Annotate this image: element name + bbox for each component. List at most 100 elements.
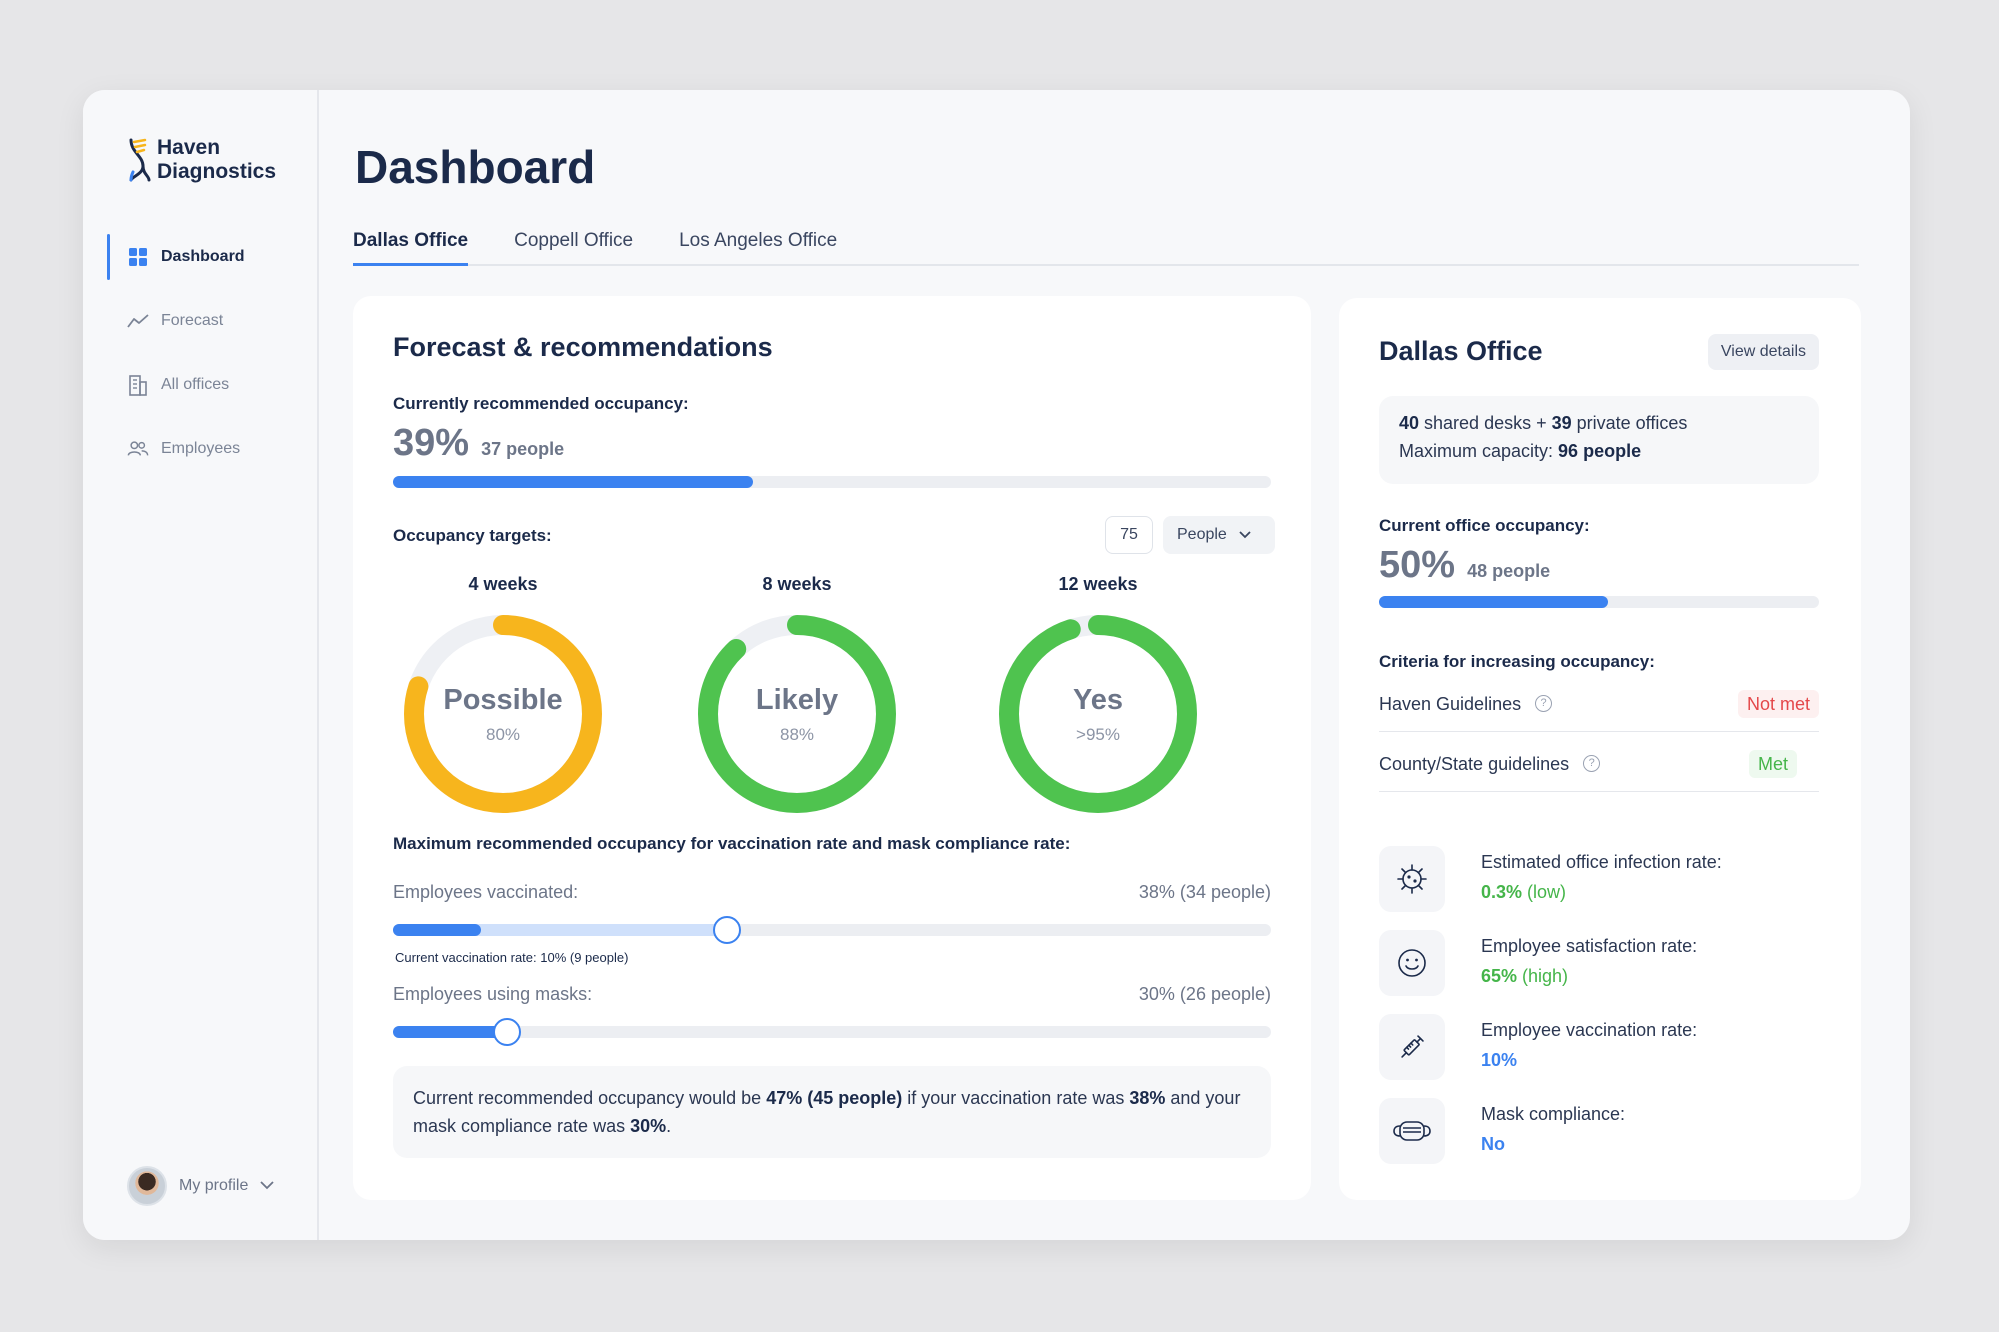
occupancy-pct: 50% — [1379, 544, 1456, 586]
vaccinated-value: 38% (34 people) — [1138, 882, 1271, 902]
donut-pct: >95% — [1076, 724, 1120, 744]
app-window: Haven Diagnostics Dashboard — [83, 90, 1910, 1240]
recommendation-summary: Current recommended occupancy would be 4… — [393, 1066, 1271, 1158]
metric-infection-rate: Estimated office infection rate: 0.3% (l… — [1379, 846, 1839, 912]
current-occupancy-label: Current office occupancy: — [1379, 516, 1590, 535]
current-occupancy-value: 50% 48 people — [1379, 544, 1550, 587]
trend-line-icon — [127, 310, 149, 332]
masks-label: Employees using masks: — [393, 984, 593, 1004]
metric-note: (low) — [1522, 882, 1567, 902]
main-content: Dashboard Dallas Office Coppell Office L… — [353, 90, 1910, 1240]
donut-pct: 88% — [779, 724, 815, 744]
sidebar-item-forecast[interactable]: Forecast — [107, 298, 307, 344]
recommended-progress-fill — [393, 476, 753, 488]
criteria-row-haven: Haven Guidelines? Not met — [1379, 682, 1819, 732]
tab-los-angeles-office[interactable]: Los Angeles Office — [679, 230, 838, 251]
tab-coppell-office[interactable]: Coppell Office — [514, 230, 634, 251]
dna-logo-icon — [129, 138, 151, 182]
mask-icon — [1379, 1098, 1445, 1164]
donut-period: 8 weeks — [762, 574, 832, 594]
help-icon[interactable]: ? — [1535, 695, 1553, 712]
vaccination-rate-caption: Current vaccination rate: 10% (9 people) — [395, 950, 629, 965]
metric-satisfaction-rate: Employee satisfaction rate: 65% (high) — [1379, 930, 1839, 996]
vaccinated-slider-handle[interactable] — [712, 916, 741, 944]
occupancy-targets-label: Occupancy targets: — [393, 526, 552, 545]
sidebar-item-label: Dashboard — [161, 248, 245, 265]
users-icon — [127, 438, 149, 460]
logo[interactable]: Haven Diagnostics — [125, 136, 276, 184]
metric-title: Employee vaccination rate: — [1481, 1020, 1698, 1040]
metric-value: 0.3% — [1481, 882, 1523, 902]
donut-word: Likely — [755, 683, 839, 716]
criteria-row-county-state: County/State guidelines? Met — [1379, 742, 1819, 792]
smiley-icon — [1379, 930, 1445, 996]
masks-value: 30% (26 people) — [1138, 984, 1271, 1004]
sidebar-item-label: Forecast — [161, 312, 224, 329]
avatar — [127, 1166, 167, 1206]
metric-value: 10% — [1481, 1050, 1518, 1070]
office-title: Dallas Office — [1379, 336, 1543, 366]
tab-dallas-office[interactable]: Dallas Office — [353, 230, 469, 266]
masks-slider-handle[interactable] — [493, 1018, 522, 1046]
profile-label: My profile — [179, 1177, 249, 1194]
donut-period: 12 weeks — [1058, 574, 1138, 594]
forecast-card: Forecast & recommendations Currently rec… — [353, 296, 1311, 1200]
virus-icon — [1379, 846, 1445, 912]
office-capacity-box: 40 shared desks + 39 private offices Max… — [1379, 396, 1819, 484]
criteria-label: Criteria for increasing occupancy: — [1379, 652, 1655, 671]
donut-4-weeks: 4 weeks Possible 80% — [393, 574, 613, 817]
chevron-down-icon — [1239, 526, 1251, 544]
recommended-pct: 39% — [393, 422, 470, 464]
building-icon — [127, 374, 149, 396]
metric-title: Estimated office infection rate: — [1481, 852, 1722, 872]
recommended-occupancy-value: 39% 37 people — [393, 422, 564, 465]
sidebar-item-all-offices[interactable]: All offices — [107, 362, 307, 408]
metric-value: No — [1481, 1134, 1505, 1154]
criteria-name: County/State guidelines — [1379, 754, 1570, 774]
sidebar: Haven Diagnostics Dashboard — [83, 90, 319, 1240]
metric-title: Mask compliance: — [1481, 1104, 1626, 1124]
sidebar-item-employees[interactable]: Employees — [107, 426, 307, 472]
target-count-input[interactable]: 75 — [1105, 516, 1153, 554]
metric-title: Employee satisfaction rate: — [1481, 936, 1698, 956]
view-details-button[interactable]: View details — [1707, 334, 1819, 370]
donut-word: Yes — [1073, 683, 1123, 716]
help-icon[interactable]: ? — [1583, 755, 1601, 772]
syringe-icon — [1379, 1014, 1445, 1080]
donut-period: 4 weeks — [468, 574, 538, 594]
masks-slider[interactable] — [393, 1018, 1271, 1046]
vaccinated-current-range — [393, 924, 481, 936]
target-unit-value: People — [1177, 526, 1227, 543]
grid-icon — [127, 246, 149, 268]
masks-selected-range — [393, 1026, 508, 1038]
status-badge: Not met — [1737, 690, 1819, 718]
metric-vaccination-rate: Employee vaccination rate: 10% — [1379, 1014, 1839, 1080]
occupancy-people: 48 people — [1467, 561, 1551, 581]
status-badge: Met — [1748, 750, 1797, 778]
donut-12-weeks: 12 weeks Yes >95% — [988, 574, 1208, 817]
forecast-title: Forecast & recommendations — [393, 332, 773, 362]
donut-8-weeks: 8 weeks Likely 88% — [687, 574, 907, 817]
brand-line1: Haven — [157, 136, 221, 159]
sidebar-item-dashboard[interactable]: Dashboard — [107, 234, 307, 280]
donut-pct: 80% — [485, 724, 521, 744]
donut-chart — [698, 615, 896, 813]
office-tabs: Dallas Office Coppell Office Los Angeles… — [353, 230, 1859, 266]
recommended-people: 37 people — [481, 439, 565, 459]
vaccinated-label: Employees vaccinated: — [393, 882, 579, 902]
target-unit-select[interactable]: People — [1163, 516, 1275, 554]
vaccinated-slider[interactable] — [393, 916, 1271, 944]
sidebar-item-label: Employees — [161, 440, 241, 457]
recommended-progress-bar — [393, 476, 1271, 488]
office-card: Dallas Office View details 40 shared des… — [1339, 298, 1861, 1200]
brand-line2: Diagnostics — [157, 160, 277, 183]
metric-mask-compliance: Mask compliance: No — [1379, 1098, 1839, 1164]
metric-value: 65% — [1481, 966, 1518, 986]
recommended-occupancy-label: Currently recommended occupancy: — [393, 394, 689, 413]
metric-note: (high) — [1517, 966, 1569, 986]
sidebar-nav: Dashboard Forecast — [107, 234, 307, 490]
donut-word: Possible — [443, 683, 563, 716]
profile-menu[interactable]: My profile — [127, 1166, 274, 1206]
occupancy-progress-fill — [1379, 596, 1608, 608]
occupancy-progress-bar — [1379, 596, 1819, 608]
